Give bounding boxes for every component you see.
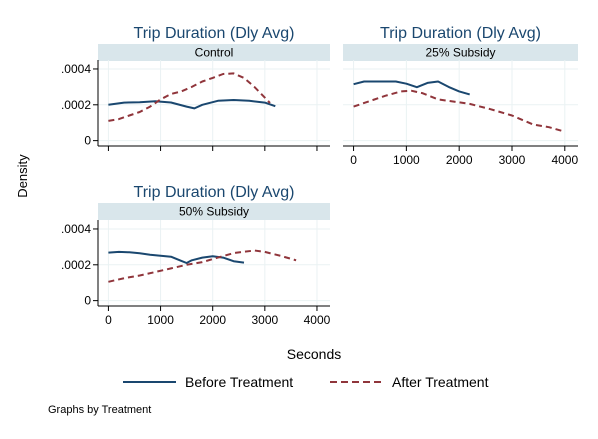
y-tick-label: .0002	[61, 258, 91, 272]
x-tick-label: 1000	[147, 313, 174, 327]
footnote: Graphs by Treatment	[48, 404, 151, 416]
panel-strip	[98, 44, 330, 61]
legend-label: Before Treatment	[185, 374, 293, 390]
y-tick-label: .0002	[61, 98, 91, 112]
x-tick-label: 2000	[446, 153, 473, 167]
panel-1: Trip Duration (Dly Avg) Control 0 .0002 .000…	[61, 25, 330, 151]
legend: Before Treatment After Treatment	[123, 374, 489, 390]
panel-title: Trip Duration (Dly Avg)	[134, 184, 295, 201]
panel-subtitle: Control	[195, 46, 234, 60]
panel-subtitle: 25% Subsidy	[425, 46, 495, 60]
legend-label: After Treatment	[392, 374, 489, 390]
series-line-after-treatment	[108, 249, 297, 283]
panel-strip	[343, 44, 578, 61]
series-line-before-treatment	[353, 80, 470, 96]
y-tick-label: 0	[84, 294, 91, 308]
y-tick-label: 0	[84, 134, 91, 148]
panel-title: Trip Duration (Dly Avg)	[380, 25, 541, 42]
panel-3: Trip Duration (Dly Avg) 50% Subsidy 0 .0002…	[61, 184, 331, 327]
y-tick-label: .0004	[61, 222, 91, 236]
panel-strip	[98, 203, 330, 220]
y-tick-label: .0004	[61, 62, 91, 76]
series-line-before-treatment	[108, 99, 276, 110]
x-tick-label: 1000	[393, 153, 420, 167]
x-axis-label: Seconds	[287, 346, 341, 362]
x-tick-label: 3000	[499, 153, 526, 167]
y-axis-label: Density	[15, 154, 30, 198]
x-tick-label: 3000	[251, 313, 278, 327]
x-tick-label: 4000	[551, 153, 578, 167]
x-tick-label: 2000	[199, 313, 226, 327]
panel-title: Trip Duration (Dly Avg)	[134, 25, 295, 42]
x-tick-label: 0	[105, 313, 112, 327]
panel-2: Trip Duration (Dly Avg) 25% Subsidy 0 1000 2…	[343, 25, 578, 167]
panels-layer: Trip Duration (Dly Avg) Control 0 .0002 .000…	[61, 25, 578, 327]
series-line-after-treatment	[108, 72, 271, 122]
panel-subtitle: 50% Subsidy	[179, 205, 249, 219]
x-tick-label: 0	[350, 153, 357, 167]
x-tick-label: 4000	[304, 313, 331, 327]
series-line-after-treatment	[353, 89, 566, 133]
